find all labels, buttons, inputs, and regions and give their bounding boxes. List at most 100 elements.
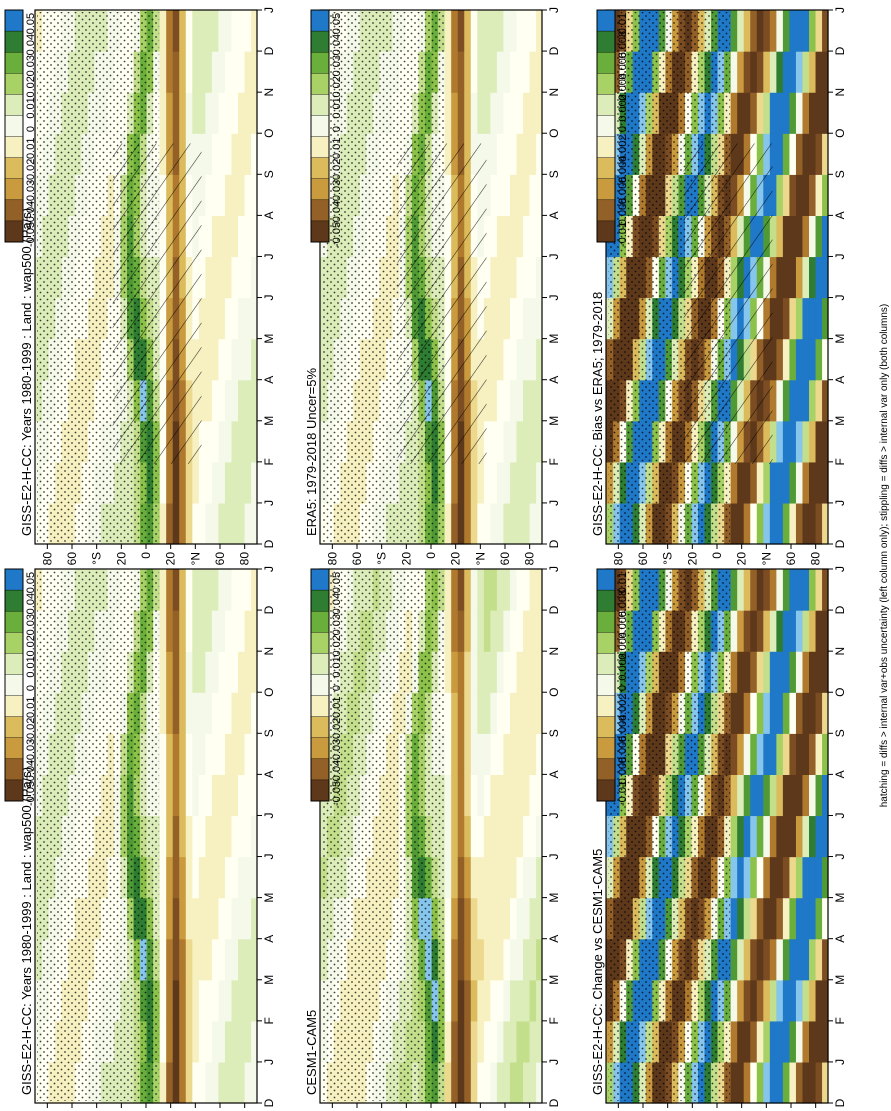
- heatmap-cell: [788, 133, 796, 175]
- heatmap-cell: [489, 733, 497, 775]
- heatmap-cell: [736, 92, 744, 134]
- heatmap-cell: [211, 297, 219, 340]
- x-tick-label: A: [547, 770, 561, 778]
- colorbar-swatch: [596, 157, 616, 180]
- heatmap-cell: [450, 610, 458, 652]
- heatmap-cell: [522, 692, 530, 734]
- heatmap-cell: [502, 774, 510, 817]
- colorbar-swatch: [310, 674, 330, 697]
- heatmap-cell: [191, 569, 199, 611]
- y-tick-label: 80: [40, 552, 54, 566]
- heatmap-cell: [743, 1061, 751, 1104]
- heatmap-cell: [782, 379, 790, 422]
- heatmap-cell: [502, 502, 510, 545]
- heatmap-cell: [470, 897, 478, 940]
- heatmap-cell: [782, 215, 790, 258]
- heatmap-cell: [444, 10, 452, 52]
- heatmap-cell: [769, 938, 777, 981]
- heatmap-cell: [165, 979, 173, 1022]
- heatmap-cell: [814, 979, 823, 1022]
- heatmap-cell: [204, 938, 212, 981]
- heatmap-cell: [230, 569, 239, 611]
- heatmap-cell: [821, 51, 829, 93]
- heatmap-cell: [808, 338, 816, 381]
- heatmap-cell: [483, 1020, 491, 1063]
- heatmap-cell: [224, 1061, 232, 1104]
- heatmap-cell: [224, 733, 232, 775]
- heatmap-cell: [762, 10, 770, 52]
- heatmap-cell: [496, 692, 504, 734]
- x-tick-label: F: [547, 1017, 561, 1024]
- heatmap-cell: [808, 461, 816, 504]
- heatmap-cell: [749, 651, 757, 693]
- heatmap-cell: [217, 502, 225, 545]
- heatmap-cell: [749, 897, 757, 940]
- heatmap-cell: [769, 256, 777, 299]
- heatmap-cell: [496, 733, 504, 775]
- heatmap-cell: [528, 174, 537, 216]
- heatmap-cell: [217, 815, 225, 858]
- heatmap-cell: [159, 815, 167, 858]
- heatmap-cell: [788, 733, 796, 775]
- heatmap-cell: [528, 610, 537, 652]
- heatmap-cell: [509, 897, 517, 940]
- x-tick-label: A: [547, 376, 561, 384]
- heatmap-cell: [496, 10, 504, 52]
- heatmap-cell: [808, 938, 816, 981]
- heatmap-cell: [522, 569, 530, 611]
- heatmap-cell: [198, 215, 206, 258]
- heatmap-cell: [522, 92, 530, 134]
- heatmap-cell: [463, 733, 471, 775]
- colorbar-swatch: [310, 758, 330, 781]
- heatmap-cell: [191, 1061, 199, 1104]
- heatmap-cell: [788, 92, 796, 134]
- colorbar-tick-label: -0.02: [331, 718, 343, 743]
- heatmap-cell: [178, 938, 186, 981]
- heatmap-cell: [450, 92, 458, 134]
- colorbar-swatch: [596, 30, 616, 53]
- heatmap-cell: [450, 461, 458, 504]
- heatmap-cell: [808, 733, 816, 775]
- heatmap-cell: [795, 379, 803, 422]
- heatmap-cell: [198, 979, 206, 1022]
- heatmap-cell: [489, 502, 497, 545]
- heatmap-cell: [795, 774, 803, 817]
- heatmap-cell: [476, 815, 484, 858]
- heatmap-cell: [165, 938, 173, 981]
- heatmap-cell: [814, 774, 823, 817]
- heatmap-cell: [463, 1061, 471, 1104]
- heatmap-cell: [224, 215, 232, 258]
- x-tick-label: M: [833, 893, 847, 903]
- heatmap-cell: [756, 815, 764, 858]
- heatmap-cell: [775, 215, 783, 258]
- heatmap-cell: [185, 51, 193, 93]
- heatmap-cell: [808, 133, 816, 175]
- heatmap-cell: [237, 174, 245, 216]
- heatmap-cell: [502, 215, 510, 258]
- y-tick-label: 20: [449, 552, 463, 566]
- heatmap-cell: [444, 461, 452, 504]
- heatmap-cell: [237, 610, 245, 652]
- heatmap-cell: [470, 856, 478, 899]
- heatmap-cell: [515, 420, 524, 463]
- heatmap-cell: [801, 10, 810, 52]
- heatmap-cell: [457, 692, 465, 734]
- y-tick-label: 80: [238, 552, 252, 566]
- heatmap-cell: [743, 733, 751, 775]
- heatmap-cell: [730, 774, 738, 817]
- heatmap-cell: [198, 379, 206, 422]
- heatmap-cell: [736, 1020, 744, 1063]
- heatmap-cell: [211, 774, 219, 817]
- heatmap-cell: [736, 897, 744, 940]
- heatmap-cell: [230, 692, 239, 734]
- heatmap-cell: [185, 692, 193, 734]
- heatmap-cell: [730, 979, 738, 1022]
- heatmap-cell: [483, 92, 491, 134]
- colorbar-swatch: [4, 568, 24, 591]
- colorbar-tick-label: 0.05: [25, 572, 37, 593]
- heatmap-cell: [736, 1061, 744, 1104]
- heatmap-cell: [457, 10, 465, 52]
- x-tick-label: M: [262, 416, 276, 426]
- heatmap-cell: [528, 215, 537, 258]
- heatmap-cell: [250, 174, 258, 216]
